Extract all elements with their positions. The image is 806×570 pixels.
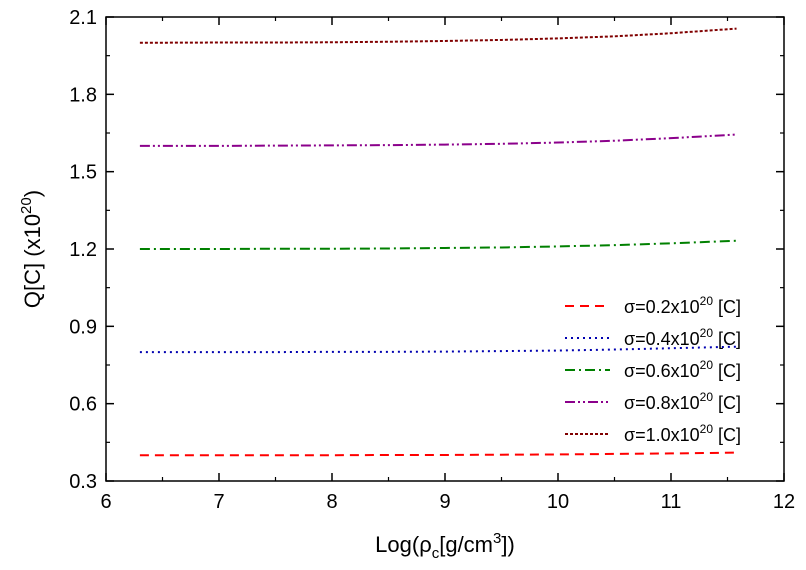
x-tick-label-2: 8 — [326, 491, 337, 513]
y-tick-label-3: 1.2 — [69, 239, 97, 261]
legend: σ=0.2x1020 [C] σ=0.4x1020 [C] σ=0.6x1020 [… — [565, 294, 741, 445]
y-tick-label-4: 1.5 — [69, 162, 97, 184]
series-layer — [139, 27, 737, 457]
x-axis-ticks: 6 7 8 9 10 11 12 — [100, 17, 795, 513]
legend-label-2: σ=0.6x1020 [C] — [624, 358, 741, 381]
legend-label-3: σ=0.8x1020 [C] — [624, 390, 741, 413]
series-line-4 — [139, 27, 737, 44]
x-tick-label-0: 6 — [100, 491, 111, 513]
x-tick-label-1: 7 — [213, 491, 224, 513]
y-tick-label-2: 0.9 — [69, 316, 97, 338]
x-tick-label-3: 9 — [439, 491, 450, 513]
legend-label-1: σ=0.4x1020 [C] — [624, 326, 741, 349]
x-tick-label-5: 11 — [661, 491, 682, 513]
legend-label-4: σ=1.0x1020 [C] — [624, 422, 741, 445]
y-tick-label-1: 0.6 — [69, 394, 97, 416]
y-axis-title: Q[C] (x1020) — [18, 190, 45, 308]
y-tick-label-6: 2.1 — [69, 7, 97, 29]
x-tick-label-6: 12 — [773, 491, 795, 513]
series-line-3 — [139, 133, 737, 147]
series-line-1 — [139, 345, 737, 354]
y-axis-ticks: 0.3 0.6 0.9 1.2 1.5 1.8 2.1 — [69, 7, 784, 493]
legend-label-0: σ=0.2x1020 [C] — [624, 294, 741, 317]
x-tick-label-4: 10 — [547, 491, 569, 513]
series-line-0 — [139, 451, 737, 457]
y-tick-label-0: 0.3 — [69, 471, 97, 493]
y-tick-label-5: 1.8 — [69, 84, 97, 106]
x-axis-title: Log(ρc[g/cm3]) — [375, 530, 515, 562]
series-line-2 — [139, 239, 737, 250]
